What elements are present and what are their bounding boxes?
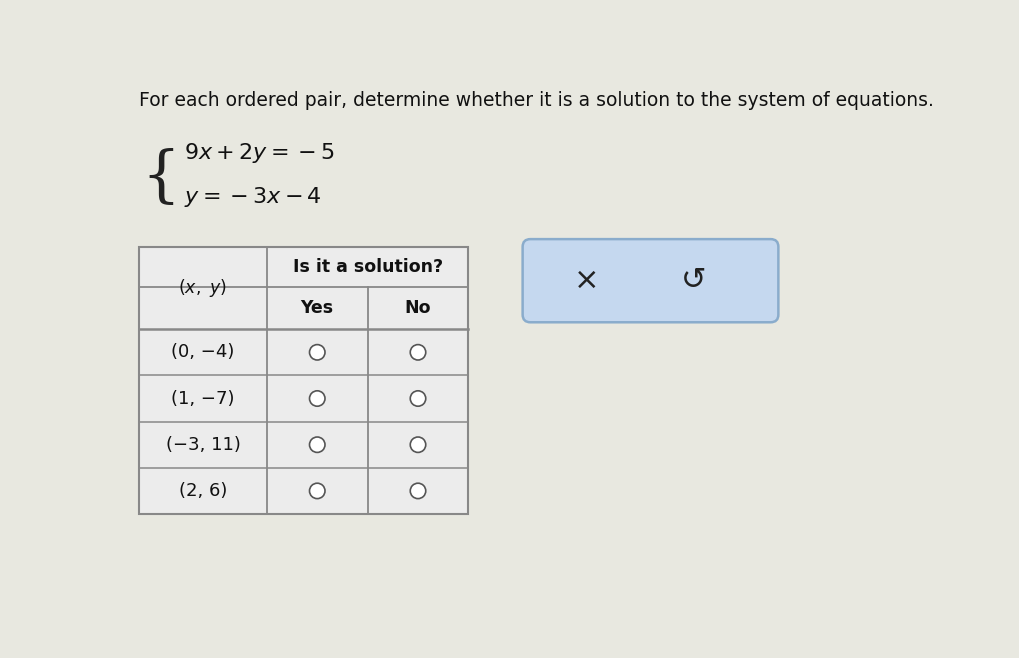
Text: ↺: ↺ [681,266,706,295]
Text: (0, −4): (0, −4) [171,343,234,361]
Circle shape [411,483,426,499]
Text: No: No [405,299,431,317]
Text: ×: × [574,266,599,295]
Circle shape [411,437,426,453]
Text: Is it a solution?: Is it a solution? [292,258,442,276]
Text: $(x,\ y)$: $(x,\ y)$ [178,277,227,299]
Circle shape [411,345,426,360]
Text: Yes: Yes [301,299,334,317]
Bar [139,247,469,514]
Text: $9x+2y=-5$: $9x+2y=-5$ [184,141,335,165]
Text: For each ordered pair, determine whether it is a solution to the system of equat: For each ordered pair, determine whether… [139,91,933,111]
Text: (−3, 11): (−3, 11) [165,436,240,454]
Circle shape [310,437,325,453]
FancyBboxPatch shape [523,239,779,322]
Circle shape [310,483,325,499]
Circle shape [310,391,325,406]
Text: (2, 6): (2, 6) [178,482,227,500]
Circle shape [411,391,426,406]
Text: (1, −7): (1, −7) [171,390,234,407]
Circle shape [310,345,325,360]
Text: $y=-3x-4$: $y=-3x-4$ [184,185,322,209]
Text: {: { [142,148,180,208]
Bar [139,247,469,514]
